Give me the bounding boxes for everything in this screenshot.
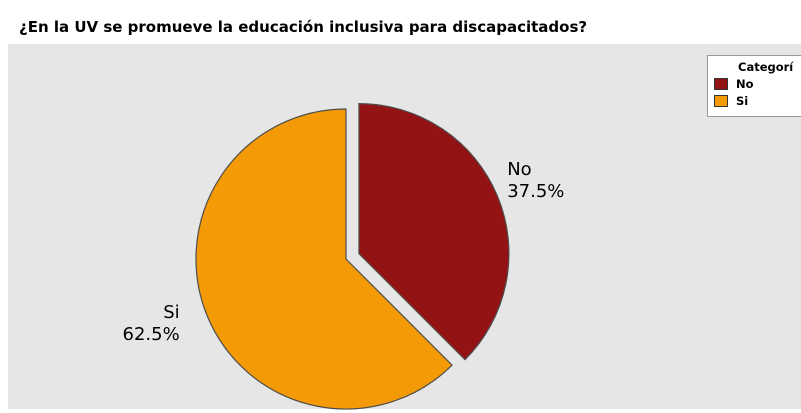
legend: Categorí No Si bbox=[707, 55, 801, 117]
legend-swatch-no bbox=[714, 78, 728, 90]
legend-label-si: Si bbox=[736, 94, 749, 108]
legend-title: Categorí bbox=[738, 60, 794, 74]
pie-slice-no bbox=[358, 103, 510, 361]
pie-slices bbox=[195, 103, 510, 410]
legend-label-no: No bbox=[736, 77, 754, 91]
slice-percent-si: 62.5% bbox=[123, 324, 180, 345]
slice-percent-no: 37.5% bbox=[507, 181, 564, 202]
slice-label-si: Si bbox=[163, 302, 179, 323]
chart-title: ¿En la UV se promueve la educación inclu… bbox=[19, 18, 588, 36]
legend-swatch-si bbox=[714, 95, 728, 107]
slice-label-no: No bbox=[507, 159, 531, 180]
pie-slice-si bbox=[195, 108, 453, 410]
